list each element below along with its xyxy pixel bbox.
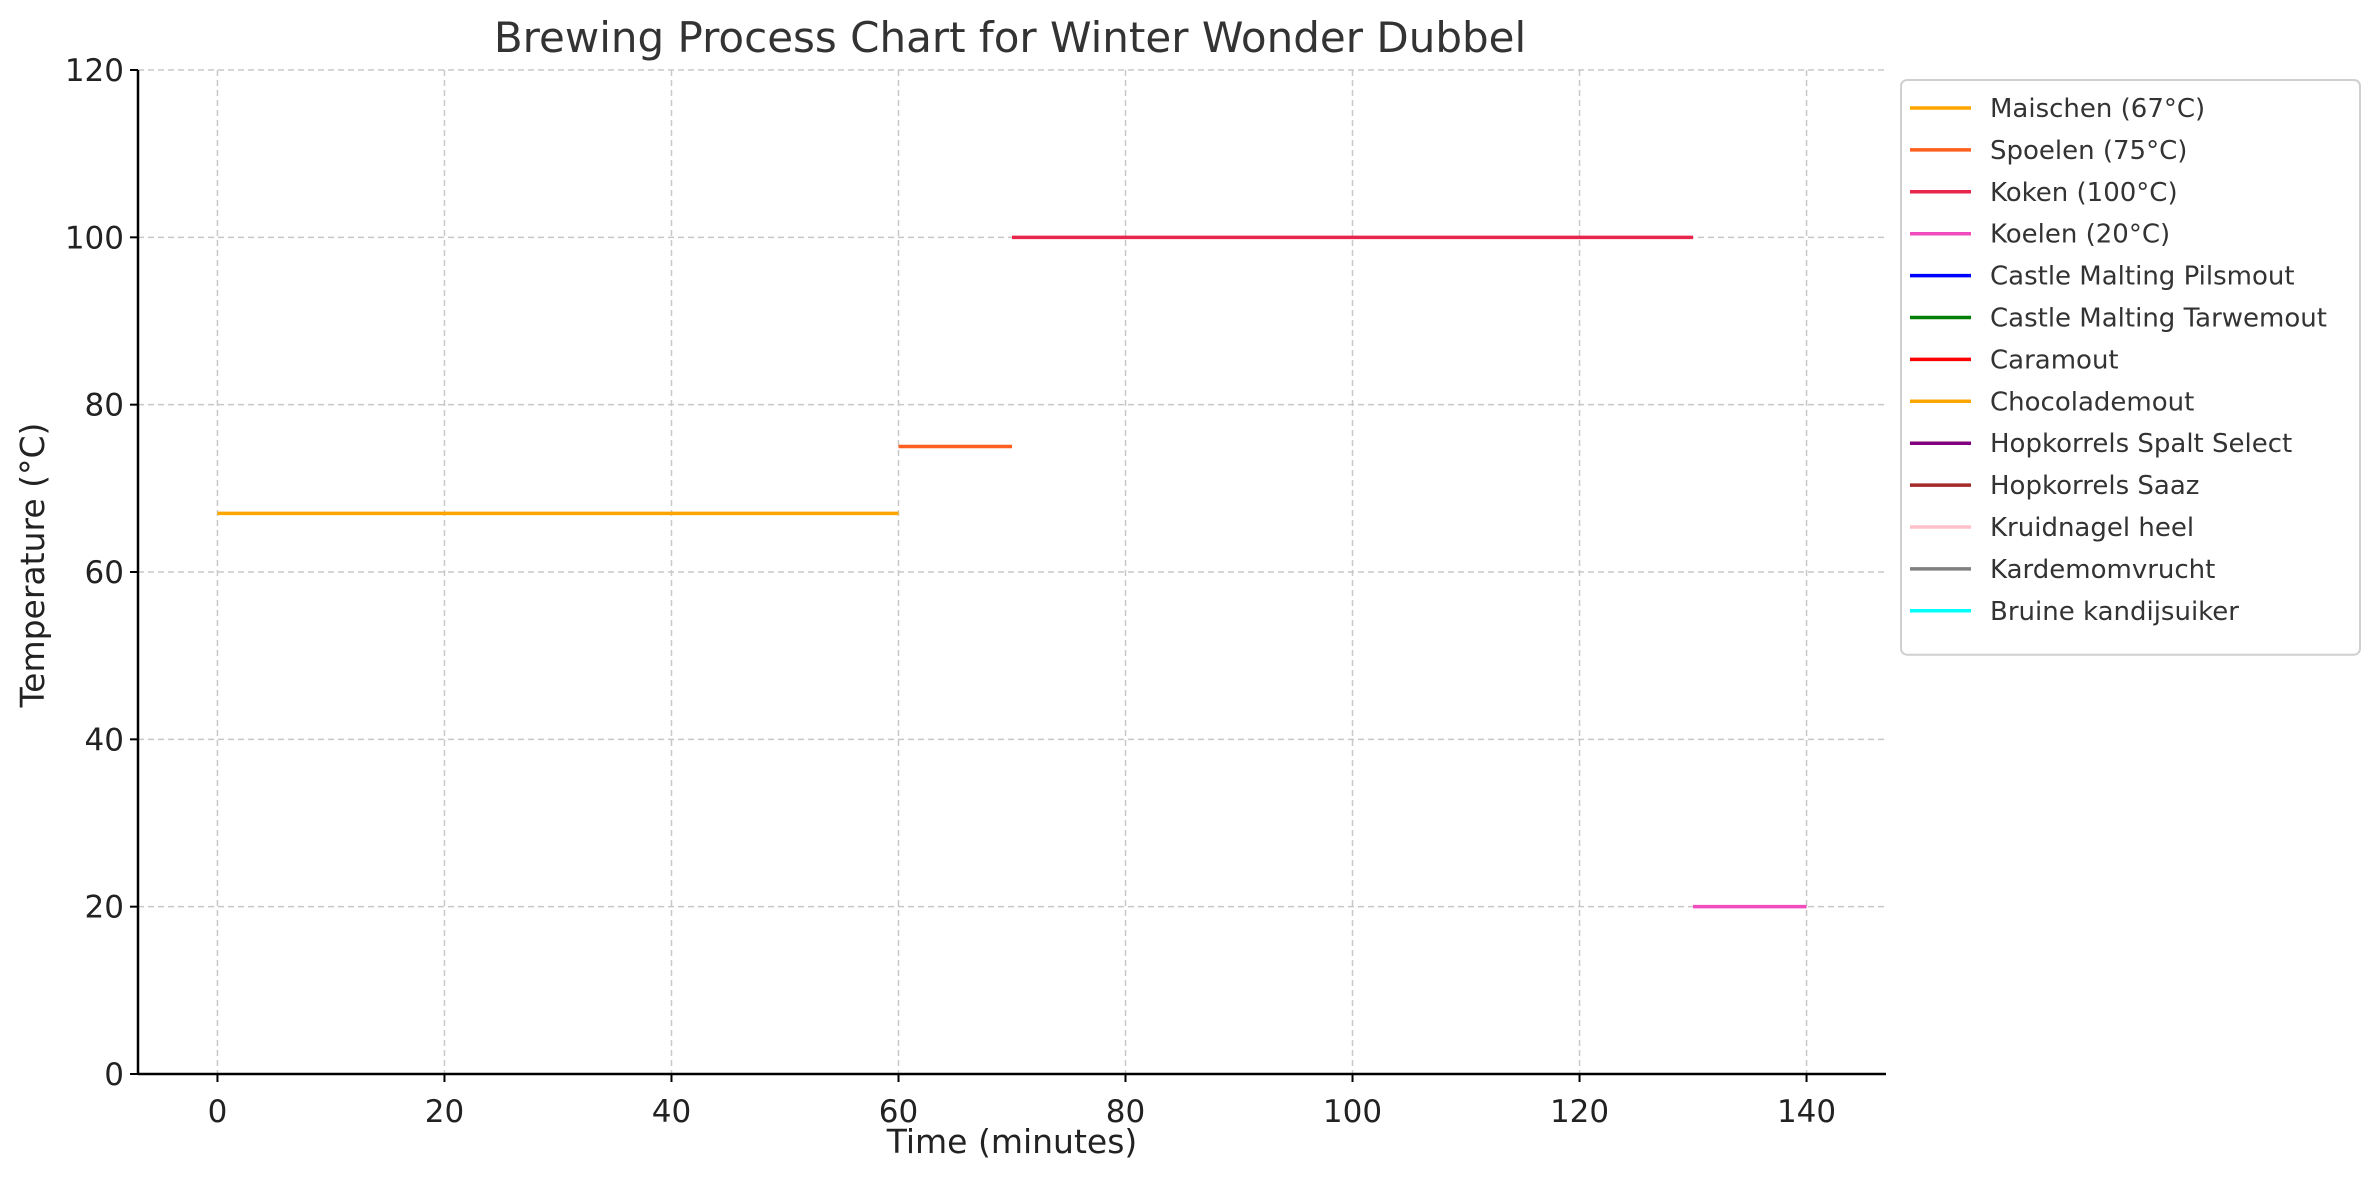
x-tick-label: 20 [425, 1094, 464, 1130]
tick-labels: 0 20 40 60 80 100 120 140 0 20 40 60 80 100 120 [65, 53, 1836, 1130]
x-tick-label: 0 [208, 1094, 228, 1130]
legend-item: Maischen (67°C) [1910, 94, 2205, 124]
x-axis-label: Time (minutes) [886, 1122, 1138, 1161]
legend-item: Hopkorrels Spalt Select [1910, 429, 2292, 459]
x-tick-label: 100 [1323, 1094, 1382, 1130]
x-tick-label: 140 [1777, 1094, 1836, 1130]
legend-item: Bruine kandijsuiker [1910, 597, 2239, 627]
x-tick-label: 120 [1550, 1094, 1609, 1130]
y-tick-label: 20 [85, 890, 124, 926]
y-tick-label: 0 [104, 1057, 124, 1093]
legend-item: Caramout [1910, 345, 2119, 375]
x-tick-label: 60 [879, 1094, 918, 1130]
y-tick-label: 40 [85, 722, 124, 758]
legend-label: Castle Malting Tarwemout [1990, 304, 2327, 334]
legend-label: Koken (100°C) [1990, 178, 2178, 208]
legend-label: Spoelen (75°C) [1990, 136, 2187, 166]
legend-item: Spoelen (75°C) [1910, 136, 2187, 166]
y-axis-label: Temperature (°C) [13, 423, 52, 709]
legend-label: Kardemomvrucht [1990, 555, 2215, 585]
chart-title: Brewing Process Chart for Winter Wonder … [494, 13, 1526, 62]
legend-label: Bruine kandijsuiker [1990, 597, 2239, 627]
x-tick-label: 80 [1106, 1094, 1145, 1130]
legend-item: Koken (100°C) [1910, 178, 2178, 208]
y-tick-label: 100 [65, 220, 124, 256]
legend-item: Kruidnagel heel [1910, 513, 2194, 543]
legend-item: Chocolademout [1910, 387, 2194, 417]
y-tick-label: 80 [85, 388, 124, 424]
legend-label: Maischen (67°C) [1990, 94, 2205, 124]
legend-label: Kruidnagel heel [1990, 513, 2194, 543]
legend-label: Hopkorrels Saaz [1990, 471, 2199, 501]
x-tick-label: 40 [652, 1094, 691, 1130]
series-lines [217, 235, 1807, 909]
legend: Maischen (67°C) Spoelen (75°C) Koken (100°… [1900, 79, 2361, 656]
axes [130, 69, 1886, 1082]
y-tick-label: 60 [85, 555, 124, 591]
legend-label: Castle Malting Pilsmout [1990, 262, 2295, 292]
legend-label: Hopkorrels Spalt Select [1990, 429, 2292, 459]
legend-label: Caramout [1990, 345, 2119, 375]
legend-item: Kardemomvrucht [1910, 555, 2215, 585]
legend-item: Koelen (20°C) [1910, 220, 2170, 250]
legend-item: Hopkorrels Saaz [1910, 471, 2199, 501]
y-tick-label: 120 [65, 53, 124, 89]
legend-label: Chocolademout [1990, 387, 2194, 417]
legend-label: Koelen (20°C) [1990, 220, 2170, 250]
legend-box [1900, 79, 2361, 656]
legend-item: Castle Malting Tarwemout [1910, 304, 2327, 334]
legend-item: Castle Malting Pilsmout [1910, 262, 2295, 292]
